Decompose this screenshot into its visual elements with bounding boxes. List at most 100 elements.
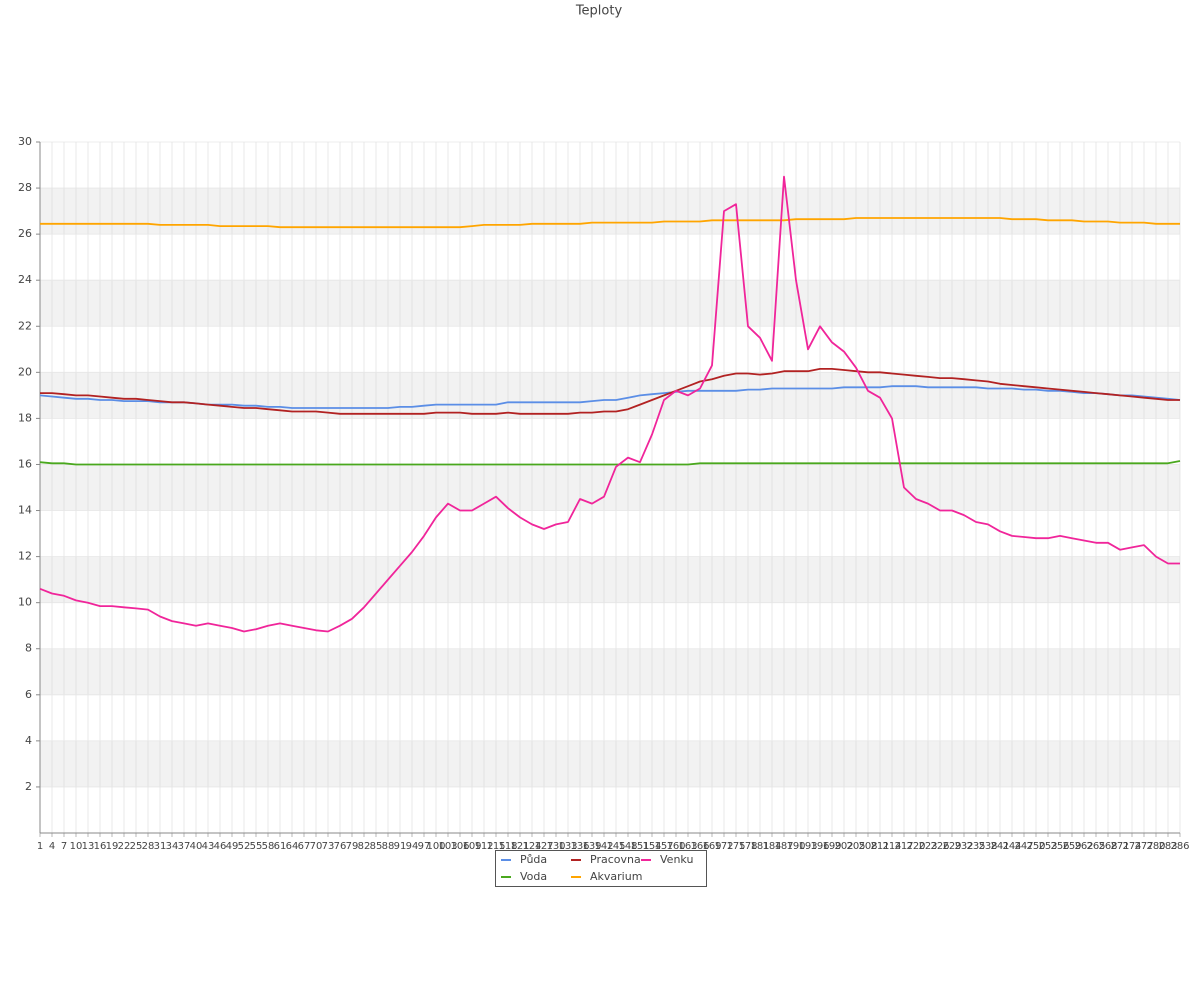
x-tick-label: 208 xyxy=(858,841,877,852)
x-tick-label: 22 xyxy=(118,841,131,852)
x-tick-label: 97 xyxy=(418,841,431,852)
x-tick-label: 151 xyxy=(630,841,649,852)
x-tick-label: 247 xyxy=(1014,841,1033,852)
x-tick-label: 82 xyxy=(358,841,371,852)
x-tick-label: 181 xyxy=(750,841,769,852)
x-tick-label: 100 xyxy=(426,841,445,852)
x-tick-label: 262 xyxy=(1074,841,1093,852)
x-tick-label: 16 xyxy=(94,841,107,852)
grid-band xyxy=(40,280,1180,327)
x-tick-label: 13 xyxy=(82,841,95,852)
legend-box xyxy=(495,850,707,887)
x-tick-label: 220 xyxy=(906,841,925,852)
legend-label: Půda xyxy=(520,853,547,866)
x-tick-label: 136 xyxy=(570,841,589,852)
x-tick-label: 244 xyxy=(1002,841,1021,852)
x-tick-label: 217 xyxy=(894,841,913,852)
x-tick-label: 169 xyxy=(702,841,721,852)
y-tick-label: 10 xyxy=(18,596,32,609)
x-tick-label: 115 xyxy=(486,841,505,852)
x-tick-label: 130 xyxy=(546,841,565,852)
x-tick-label: 229 xyxy=(942,841,961,852)
x-tick-label: 199 xyxy=(822,841,841,852)
x-tick-label: 214 xyxy=(882,841,901,852)
x-tick-label: 79 xyxy=(346,841,359,852)
x-tick-label: 259 xyxy=(1062,841,1081,852)
x-tick-label: 94 xyxy=(406,841,419,852)
series-line xyxy=(39,175,1180,633)
x-tick-label: 67 xyxy=(298,841,311,852)
x-tick-label: 178 xyxy=(738,841,757,852)
x-tick-label: 76 xyxy=(334,841,347,852)
grid-band xyxy=(40,188,1180,235)
x-tick-label: 157 xyxy=(654,841,673,852)
x-tick-label: 52 xyxy=(238,841,251,852)
y-tick-label: 12 xyxy=(18,550,32,563)
y-tick-label: 20 xyxy=(18,365,32,378)
legend-label: Pracovna xyxy=(590,853,641,866)
y-tick-label: 26 xyxy=(18,227,32,240)
y-tick-label: 18 xyxy=(18,411,32,424)
x-tick-label: 223 xyxy=(918,841,937,852)
x-tick-label: 19 xyxy=(106,841,119,852)
x-tick-label: 241 xyxy=(990,841,1009,852)
x-tick-label: 190 xyxy=(786,841,805,852)
x-tick-label: 286 xyxy=(1170,841,1189,852)
y-tick-label: 30 xyxy=(18,135,32,148)
x-tick-label: 37 xyxy=(178,841,191,852)
x-tick-label: 142 xyxy=(594,841,613,852)
x-tick-label: 139 xyxy=(582,841,601,852)
legend-label: Voda xyxy=(520,870,547,883)
x-tick-label: 235 xyxy=(966,841,985,852)
series-line xyxy=(39,460,1181,466)
x-tick-label: 256 xyxy=(1050,841,1069,852)
x-tick-label: 250 xyxy=(1026,841,1045,852)
x-tick-label: 133 xyxy=(558,841,577,852)
x-tick-label: 202 xyxy=(834,841,853,852)
x-tick-label: 271 xyxy=(1110,841,1129,852)
x-tick-label: 193 xyxy=(798,841,817,852)
y-tick-label: 2 xyxy=(25,780,32,793)
x-tick-label: 70 xyxy=(310,841,323,852)
y-tick-label: 6 xyxy=(25,688,32,701)
x-tick-label: 10 xyxy=(70,841,83,852)
x-tick-label: 34 xyxy=(166,841,179,852)
x-tick-label: 187 xyxy=(774,841,793,852)
x-tick-label: 31 xyxy=(154,841,167,852)
x-tick-label: 253 xyxy=(1038,841,1057,852)
x-tick-label: 25 xyxy=(130,841,143,852)
x-tick-label: 166 xyxy=(690,841,709,852)
x-tick-label: 91 xyxy=(394,841,407,852)
y-tick-label: 22 xyxy=(18,319,32,332)
x-tick-label: 184 xyxy=(762,841,781,852)
x-tick-label: 88 xyxy=(382,841,395,852)
x-tick-label: 268 xyxy=(1098,841,1117,852)
x-tick-label: 7 xyxy=(61,841,67,852)
x-tick-label: 103 xyxy=(438,841,457,852)
x-tick-label: 118 xyxy=(498,841,517,852)
x-tick-label: 85 xyxy=(370,841,383,852)
series-line xyxy=(40,368,1180,415)
x-tick-label: 211 xyxy=(870,841,889,852)
x-tick-label: 4 xyxy=(49,841,55,852)
x-tick-label: 148 xyxy=(618,841,637,852)
series-line xyxy=(40,217,1180,229)
x-tick-label: 106 xyxy=(450,841,469,852)
x-tick-label: 127 xyxy=(534,841,553,852)
x-tick-label: 274 xyxy=(1122,841,1141,852)
x-tick-label: 196 xyxy=(810,841,829,852)
x-tick-label: 124 xyxy=(522,841,541,852)
legend-label: Venku xyxy=(660,853,693,866)
grid-band xyxy=(40,648,1180,695)
x-tick-label: 58 xyxy=(262,841,275,852)
y-tick-label: 28 xyxy=(18,181,32,194)
x-tick-label: 1 xyxy=(37,841,43,852)
x-tick-label: 40 xyxy=(190,841,203,852)
x-tick-label: 112 xyxy=(474,841,493,852)
x-tick-label: 280 xyxy=(1146,841,1165,852)
x-tick-label: 73 xyxy=(322,841,335,852)
grid-band xyxy=(40,464,1180,511)
x-tick-label: 172 xyxy=(714,841,733,852)
x-tick-label: 64 xyxy=(286,841,299,852)
